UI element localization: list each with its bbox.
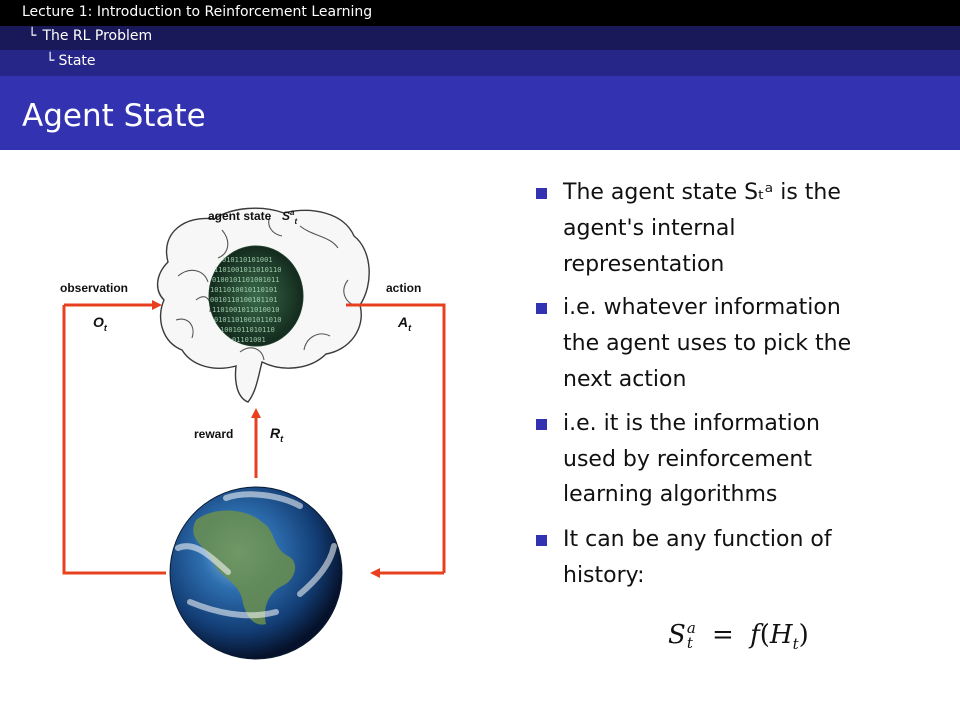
- brain-icon: 010110101001 1101001011010110 0100101101…: [157, 207, 370, 403]
- bullet-line: It can be any function of: [563, 527, 832, 552]
- bullet-line: i.e. it is the information: [563, 411, 820, 436]
- bullet-line: representation: [563, 252, 725, 277]
- svg-text:1101001011010010: 1101001011010010: [212, 306, 279, 314]
- formula-lhs-sub: t: [686, 634, 693, 652]
- reward-label: reward: [194, 427, 233, 441]
- nav-subsection-prefix: └: [46, 53, 55, 69]
- bullet-line: used by reinforcement: [563, 447, 812, 472]
- svg-text:0010110100101101: 0010110100101101: [210, 296, 277, 304]
- bullet-line: the agent uses to pick the: [563, 331, 852, 356]
- header-section-bar: [0, 26, 960, 50]
- bullet-line: next action: [563, 367, 687, 392]
- bullet-line: The agent state Sₜᵃ is the: [563, 180, 841, 205]
- agent-state-label: agent state: [208, 209, 272, 223]
- action-arrow: [346, 303, 446, 578]
- svg-text:1101001011010110: 1101001011010110: [214, 266, 281, 274]
- bullet-line: agent's internal: [563, 216, 736, 241]
- svg-text:01101001: 01101001: [232, 336, 266, 344]
- nav-section-label: The RL Problem: [42, 28, 153, 44]
- nav-lecture[interactable]: Lecture 1: Introduction to Reinforcement…: [22, 4, 373, 20]
- nav-section-prefix: └: [28, 28, 37, 44]
- bullet-marker: [536, 419, 547, 430]
- formula-equals: =: [712, 620, 734, 650]
- title-bar: [0, 76, 960, 150]
- formula-function: f: [750, 620, 760, 650]
- agent-state-symbol: Sat: [282, 208, 297, 226]
- svg-text:1001011010110: 1001011010110: [220, 326, 275, 334]
- svg-text:0101101001011010: 0101101001011010: [214, 316, 281, 324]
- header-subsection-bar: [0, 50, 960, 76]
- earth-icon: [169, 486, 343, 660]
- svg-text:1011010010110101: 1011010010110101: [210, 286, 277, 294]
- bullet-line: learning algorithms: [563, 482, 778, 507]
- bullet-line: history:: [563, 563, 645, 588]
- formula-argument: H: [769, 620, 793, 650]
- bullet-line: i.e. whatever information: [563, 295, 841, 320]
- nav-subsection[interactable]: └ State: [46, 53, 96, 69]
- observation-arrow: [62, 300, 166, 575]
- nav-subsection-label: State: [58, 53, 96, 69]
- action-label: action: [386, 281, 421, 295]
- bullet-marker: [536, 188, 547, 199]
- formula-lhs-sup: a: [686, 619, 696, 637]
- header-lecture-bar: [0, 0, 960, 26]
- formula-lhs: S: [668, 620, 686, 650]
- reward-symbol: Rt: [270, 425, 284, 444]
- action-symbol: At: [397, 314, 412, 333]
- agent-environment-diagram: 010110101001 1101001011010110 0100101101…: [60, 207, 446, 660]
- slide-title: Agent State: [22, 98, 206, 134]
- nav-section[interactable]: └ The RL Problem: [28, 28, 152, 44]
- svg-text:010110101001: 010110101001: [222, 256, 273, 264]
- bullet-marker: [536, 303, 547, 314]
- svg-text:0100101101001011: 0100101101001011: [212, 276, 279, 284]
- observation-label: observation: [60, 281, 128, 295]
- formula-argument-sub: t: [792, 635, 799, 654]
- observation-symbol: Ot: [93, 314, 108, 333]
- bullet-marker: [536, 535, 547, 546]
